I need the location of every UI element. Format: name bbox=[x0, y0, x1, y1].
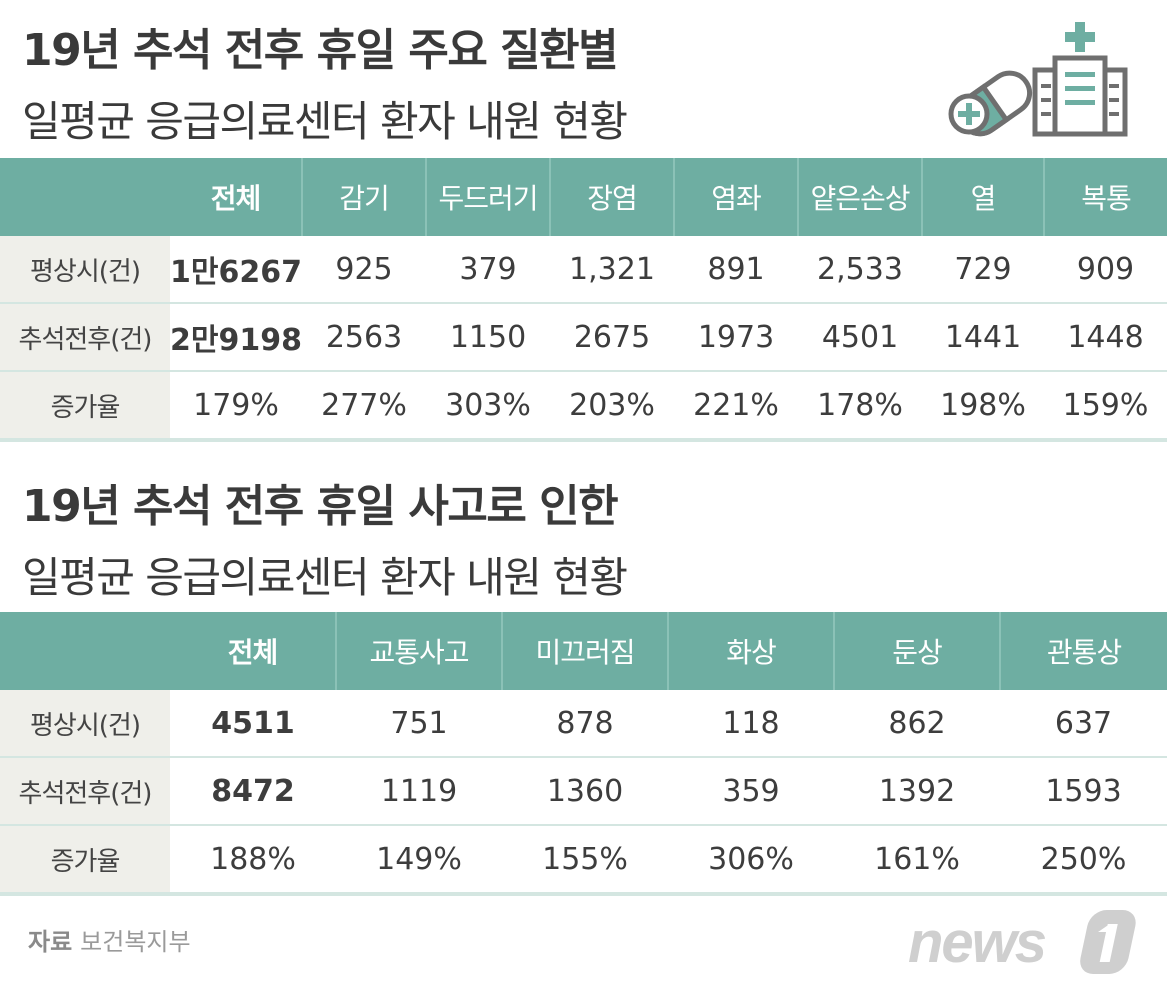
news1-logo: news bbox=[908, 910, 1136, 975]
table-cell: 4501 bbox=[798, 303, 922, 372]
source-note: 자료 보건복지부 bbox=[28, 922, 191, 957]
table-row: 평상시(건) 4511 751 878 118 862 637 bbox=[0, 690, 1167, 758]
row-label: 추석전후(건) bbox=[0, 303, 170, 372]
table-cell: 1392 bbox=[834, 757, 1000, 826]
column-header: 얕은손상 bbox=[797, 158, 922, 236]
hospital-icon bbox=[1032, 22, 1128, 137]
svg-text:news: news bbox=[908, 910, 1046, 975]
section1-title: 19년 추석 전후 휴일 주요 질환별 일평균 응급의료센터 환자 내원 현황 bbox=[22, 14, 628, 149]
table-cell: 359 bbox=[668, 757, 834, 826]
row-label: 증가율 bbox=[0, 371, 170, 442]
table-cell: 379 bbox=[426, 236, 550, 304]
table-cell: 161% bbox=[834, 825, 1000, 896]
table-cell: 149% bbox=[336, 825, 502, 896]
table-cell: 178% bbox=[798, 371, 922, 442]
table-cell: 8472 bbox=[170, 757, 336, 826]
section2-title: 19년 추석 전후 휴일 사고로 인한 일평균 응급의료센터 환자 내원 현황 bbox=[22, 470, 628, 605]
table-header-row: 전체 교통사고 미끄러짐 화상 둔상 관통상 bbox=[0, 612, 1167, 690]
table-cell: 1448 bbox=[1044, 303, 1167, 372]
table-cell: 2만9198 bbox=[170, 303, 302, 372]
column-header: 화상 bbox=[667, 612, 834, 690]
column-header: 장염 bbox=[549, 158, 674, 236]
column-header: 열 bbox=[921, 158, 1044, 236]
section2-title-line1: 19년 추석 전후 휴일 사고로 인한 bbox=[22, 481, 619, 532]
table-cell: 1360 bbox=[502, 757, 668, 826]
header-empty bbox=[0, 612, 170, 690]
table-cell: 155% bbox=[502, 825, 668, 896]
table-cell: 2675 bbox=[550, 303, 674, 372]
disease-table: 전체 감기 두드러기 장염 염좌 얕은손상 열 복통 평상시(건) 1만6267… bbox=[0, 158, 1167, 442]
table-cell: 179% bbox=[170, 371, 302, 442]
column-header: 염좌 bbox=[673, 158, 798, 236]
table-row: 증가율 179% 277% 303% 203% 221% 178% 198% 1… bbox=[0, 371, 1167, 442]
table-cell: 2563 bbox=[302, 303, 426, 372]
table-cell: 878 bbox=[502, 690, 668, 758]
column-header: 교통사고 bbox=[335, 612, 502, 690]
table-cell: 909 bbox=[1044, 236, 1167, 304]
column-header: 전체 bbox=[170, 612, 336, 690]
row-label: 평상시(건) bbox=[0, 690, 170, 758]
table-cell: 637 bbox=[1000, 690, 1167, 758]
table-cell: 250% bbox=[1000, 825, 1167, 896]
pill-icon bbox=[948, 70, 1033, 137]
column-header: 두드러기 bbox=[425, 158, 550, 236]
accident-table: 전체 교통사고 미끄러짐 화상 둔상 관통상 평상시(건) 4511 751 8… bbox=[0, 612, 1167, 896]
source-value: 보건복지부 bbox=[80, 928, 191, 956]
table-row: 평상시(건) 1만6267 925 379 1,321 891 2,533 72… bbox=[0, 236, 1167, 304]
column-header: 미끄러짐 bbox=[501, 612, 668, 690]
table-cell: 4511 bbox=[170, 690, 336, 758]
table-cell: 1150 bbox=[426, 303, 550, 372]
table-cell: 1973 bbox=[674, 303, 798, 372]
table-cell: 891 bbox=[674, 236, 798, 304]
table-cell: 1만6267 bbox=[170, 236, 302, 304]
table-row: 증가율 188% 149% 155% 306% 161% 250% bbox=[0, 825, 1167, 896]
medical-icons bbox=[948, 22, 1128, 137]
table-cell: 303% bbox=[426, 371, 550, 442]
row-label: 평상시(건) bbox=[0, 236, 170, 304]
table-row: 추석전후(건) 2만9198 2563 1150 2675 1973 4501 … bbox=[0, 303, 1167, 372]
section2-title-line2: 일평균 응급의료센터 환자 내원 현황 bbox=[22, 553, 628, 602]
table-cell: 188% bbox=[170, 825, 336, 896]
table-cell: 159% bbox=[1044, 371, 1167, 442]
column-header: 감기 bbox=[301, 158, 426, 236]
column-header: 전체 bbox=[170, 158, 302, 236]
table-cell: 925 bbox=[302, 236, 426, 304]
table-cell: 2,533 bbox=[798, 236, 922, 304]
section1-title-line1: 19년 추석 전후 휴일 주요 질환별 bbox=[22, 25, 619, 76]
source-label: 자료 bbox=[28, 928, 73, 956]
table-cell: 729 bbox=[922, 236, 1044, 304]
table-cell: 306% bbox=[668, 825, 834, 896]
table-cell: 1441 bbox=[922, 303, 1044, 372]
table-cell: 862 bbox=[834, 690, 1000, 758]
table-header-row: 전체 감기 두드러기 장염 염좌 얕은손상 열 복통 bbox=[0, 158, 1167, 236]
table-cell: 118 bbox=[668, 690, 834, 758]
column-header: 관통상 bbox=[999, 612, 1167, 690]
table-cell: 198% bbox=[922, 371, 1044, 442]
table-cell: 1,321 bbox=[550, 236, 674, 304]
header-empty bbox=[0, 158, 170, 236]
column-header: 둔상 bbox=[833, 612, 1000, 690]
table-cell: 751 bbox=[336, 690, 502, 758]
table-cell: 221% bbox=[674, 371, 798, 442]
table-row: 추석전후(건) 8472 1119 1360 359 1392 1593 bbox=[0, 757, 1167, 826]
row-label: 추석전후(건) bbox=[0, 757, 170, 826]
column-header: 복통 bbox=[1043, 158, 1167, 236]
table-cell: 1593 bbox=[1000, 757, 1167, 826]
table-cell: 1119 bbox=[336, 757, 502, 826]
table-cell: 277% bbox=[302, 371, 426, 442]
table-cell: 203% bbox=[550, 371, 674, 442]
section1-title-line2: 일평균 응급의료센터 환자 내원 현황 bbox=[22, 97, 628, 146]
row-label: 증가율 bbox=[0, 825, 170, 896]
